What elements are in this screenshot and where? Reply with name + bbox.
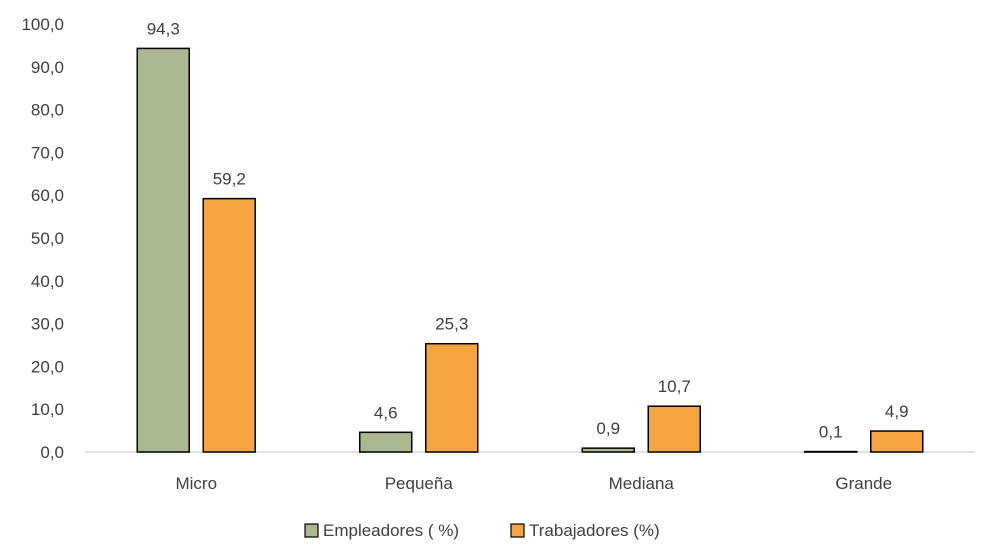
category-label: Grande bbox=[835, 474, 892, 493]
legend-swatch-trabajadores bbox=[510, 523, 525, 538]
y-tick-label: 30,0 bbox=[31, 315, 64, 334]
bar-empleadores-0 bbox=[136, 47, 190, 453]
category-label: Micro bbox=[175, 474, 217, 493]
bar-trabajadores-0 bbox=[202, 197, 256, 453]
data-label: 10,7 bbox=[658, 377, 691, 396]
y-tick-label: 0,0 bbox=[40, 443, 64, 462]
category-label: Mediana bbox=[609, 474, 675, 493]
bar-empleadores-1 bbox=[359, 431, 413, 453]
y-tick-label: 100,0 bbox=[21, 15, 64, 34]
y-tick-label: 60,0 bbox=[31, 186, 64, 205]
data-label: 4,6 bbox=[374, 403, 398, 422]
data-label: 94,3 bbox=[147, 19, 180, 38]
data-label: 4,9 bbox=[885, 402, 909, 421]
y-tick-label: 10,0 bbox=[31, 400, 64, 419]
data-label: 0,1 bbox=[819, 423, 843, 442]
data-label: 25,3 bbox=[435, 315, 468, 334]
y-tick-label: 70,0 bbox=[31, 143, 64, 162]
bar-trabajadores-2 bbox=[647, 405, 701, 453]
legend-label: Empleadores ( %) bbox=[323, 521, 459, 540]
y-tick-label: 50,0 bbox=[31, 229, 64, 248]
y-tick-label: 80,0 bbox=[31, 101, 64, 120]
y-tick-label: 90,0 bbox=[31, 58, 64, 77]
bar-empleadores-3 bbox=[804, 450, 858, 453]
bar-trabajadores-1 bbox=[425, 342, 479, 453]
y-tick-label: 20,0 bbox=[31, 357, 64, 376]
legend-swatch-empleadores bbox=[304, 523, 319, 538]
y-tick-label: 40,0 bbox=[31, 272, 64, 291]
data-label: 59,2 bbox=[213, 170, 246, 189]
legend-label: Trabajadores (%) bbox=[529, 521, 660, 540]
category-label: Pequeña bbox=[385, 474, 454, 493]
bar-trabajadores-3 bbox=[870, 430, 924, 453]
data-label: 0,9 bbox=[596, 419, 620, 438]
bar-empleadores-2 bbox=[581, 447, 635, 453]
